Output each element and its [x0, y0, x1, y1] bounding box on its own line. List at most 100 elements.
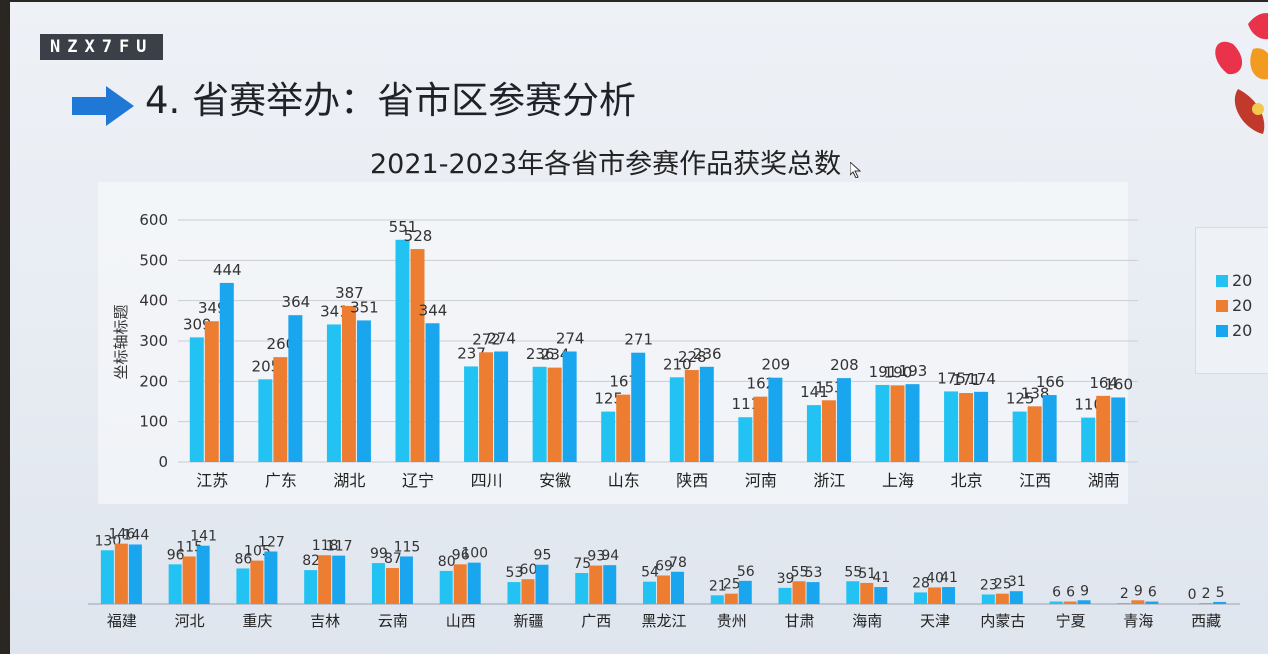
bar-新疆-2022: [521, 579, 535, 604]
data-label-海南-2021: 55: [844, 564, 862, 580]
x-tick-label-河南: 河南: [745, 471, 777, 490]
x-tick-label-福建: 福建: [107, 612, 137, 630]
bar-山西-2021: [439, 570, 453, 604]
bar-湖南-2021: [1081, 417, 1096, 462]
legend-swatch-2023: [1216, 325, 1228, 337]
logo-icon: [1215, 13, 1268, 134]
y-tick-label: 600: [139, 211, 168, 229]
bar-新疆-2023: [535, 564, 549, 604]
legend-label-2023: 20: [1232, 321, 1253, 340]
data-label-河北-2021: 96: [167, 547, 185, 563]
bar-黑龙江-2023: [671, 571, 684, 604]
x-tick-label-山东: 山东: [608, 471, 640, 490]
data-label-福建-2022: 146: [109, 527, 136, 543]
data-label-浙江-2021: 141: [800, 383, 829, 401]
y-tick-label: 400: [139, 292, 168, 310]
data-label-黑龙江-2022: 69: [655, 558, 673, 574]
data-label-江西-2022: 138: [1021, 384, 1050, 402]
bar-云南-2021: [371, 563, 385, 604]
bar-辽宁-2021: [395, 239, 410, 462]
x-tick-label-广西: 广西: [581, 612, 611, 630]
bar-贵州-2021: [710, 595, 724, 604]
x-tick-label-北京: 北京: [951, 471, 983, 490]
bar-江苏-2021: [189, 337, 204, 462]
y-tick-label: 500: [139, 251, 168, 269]
data-label-广东-2022: 260: [267, 335, 296, 353]
bar-吉林-2021: [304, 570, 318, 604]
bar-青海-2023: [1145, 601, 1159, 604]
data-label-辽宁-2023: 344: [419, 301, 448, 319]
x-tick-label-上海: 上海: [882, 471, 914, 490]
data-label-新疆-2022: 60: [520, 562, 538, 578]
bar-江西-2023: [1042, 395, 1057, 462]
x-tick-label-贵州: 贵州: [717, 612, 747, 630]
bar-天津-2023: [942, 587, 956, 604]
bar-江苏-2022: [204, 321, 219, 462]
bar-陕西-2021: [669, 377, 684, 462]
bar-福建-2022: [114, 543, 128, 604]
bar-青海-2022: [1131, 600, 1145, 604]
bar-北京-2022: [959, 393, 974, 462]
bar-青海-2021: [1117, 603, 1131, 604]
data-label-甘肃-2023: 53: [805, 565, 823, 581]
bar-四川-2021: [464, 366, 479, 462]
bar-重庆-2023: [264, 551, 278, 604]
page-title: 4. 省赛举办：省市区参赛分析: [145, 79, 637, 122]
x-tick-label-湖北: 湖北: [333, 471, 365, 490]
bar-河北-2023: [196, 545, 210, 604]
data-label-贵州-2021: 21: [709, 578, 727, 594]
bar-湖北-2022: [341, 305, 356, 462]
bar-湖南-2022: [1096, 395, 1111, 462]
y-tick-label: 0: [158, 453, 168, 471]
data-label-海南-2022: 51: [858, 566, 876, 582]
bar-湖北-2021: [326, 324, 341, 462]
data-label-青海-2021: 2: [1120, 586, 1129, 602]
bar-吉林-2022: [318, 555, 332, 604]
data-label-福建-2021: 130: [95, 533, 122, 549]
x-tick-label-河北: 河北: [175, 612, 205, 630]
bar-海南-2023: [874, 587, 888, 604]
data-label-江苏-2021: 309: [183, 315, 212, 333]
bar-北京-2023: [974, 391, 989, 462]
x-tick-label-四川: 四川: [471, 471, 503, 490]
data-label-北京-2022: 171: [952, 371, 981, 389]
x-tick-label-新疆: 新疆: [513, 612, 543, 630]
x-tick-label-海南: 海南: [852, 612, 882, 630]
legend-swatch-2022: [1216, 300, 1228, 312]
x-tick-label-安徽: 安徽: [539, 471, 571, 490]
bar-内蒙古-2023: [1009, 591, 1023, 604]
data-label-广东-2021: 205: [252, 357, 281, 375]
bar-湖南-2023: [1111, 397, 1126, 462]
data-label-湖北-2023: 351: [350, 298, 379, 316]
bar-上海-2021: [875, 384, 890, 462]
data-label-浙江-2023: 208: [830, 356, 859, 374]
bar-上海-2022: [890, 385, 905, 462]
data-label-甘肃-2021: 39: [777, 571, 795, 587]
bar-甘肃-2022: [792, 581, 806, 604]
data-label-新疆-2021: 53: [506, 565, 524, 581]
bar-天津-2021: [914, 592, 928, 604]
bar-河北-2021: [168, 564, 182, 604]
data-label-江苏-2022: 349: [198, 299, 227, 317]
bar-黑龙江-2022: [657, 575, 670, 604]
arrow-right-icon: [72, 86, 134, 126]
data-label-江苏-2023: 444: [213, 261, 242, 279]
bar-安徽-2023: [562, 351, 577, 462]
bar-内蒙古-2021: [981, 594, 995, 604]
bar-宁夏-2022: [1063, 601, 1077, 604]
data-label-西藏-2021: 0: [1188, 587, 1197, 603]
bar-宁夏-2023: [1077, 600, 1091, 604]
chart-legend: 20 20 20: [1195, 227, 1268, 374]
bar-吉林-2023: [332, 555, 346, 604]
x-tick-label-内蒙古: 内蒙古: [980, 612, 1025, 630]
bar-陕西-2023: [699, 366, 714, 462]
data-label-山东-2022: 167: [609, 373, 638, 391]
legend-label-2022: 20: [1232, 296, 1253, 315]
x-tick-label-陕西: 陕西: [676, 471, 708, 490]
bar-浙江-2021: [806, 405, 821, 462]
bar-辽宁-2023: [425, 323, 440, 462]
bar-山东-2021: [601, 411, 616, 462]
data-label-黑龙江-2023: 78: [669, 555, 687, 571]
y-axis-title: 坐标轴标题: [112, 304, 130, 379]
bar-上海-2023: [905, 384, 920, 462]
